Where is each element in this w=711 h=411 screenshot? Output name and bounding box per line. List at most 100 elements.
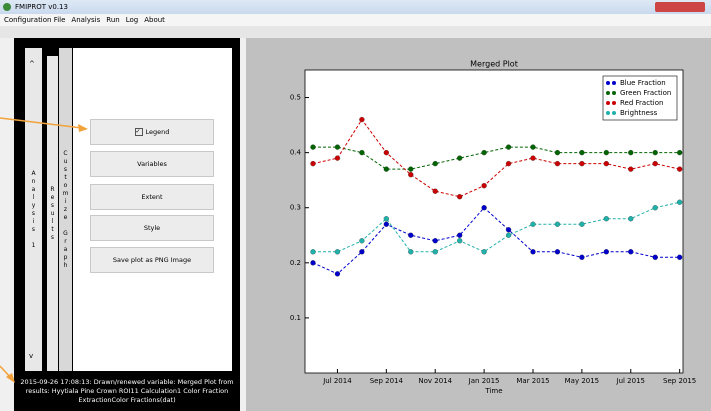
data-point bbox=[433, 161, 438, 166]
button-label: Legend bbox=[146, 128, 170, 136]
data-point bbox=[604, 150, 609, 155]
data-point bbox=[628, 167, 633, 172]
data-point bbox=[311, 161, 316, 166]
window-title: FMIPROT v0.13 bbox=[15, 3, 68, 11]
x-tick-label: Sep 2015 bbox=[663, 377, 696, 385]
screen: FMIPROT v0.13 Configuration File Analysis… bbox=[0, 0, 711, 411]
legend-label: Red Fraction bbox=[620, 99, 663, 107]
button[interactable]: ✓Legend bbox=[90, 119, 214, 145]
legend-marker bbox=[612, 91, 616, 95]
data-point bbox=[530, 156, 535, 161]
data-point bbox=[359, 117, 364, 122]
y-tick-label: 0.5 bbox=[290, 94, 301, 102]
data-point bbox=[604, 161, 609, 166]
data-point bbox=[604, 249, 609, 254]
data-point bbox=[384, 222, 389, 227]
data-point bbox=[628, 150, 633, 155]
button[interactable]: Extent bbox=[90, 184, 214, 210]
data-point bbox=[555, 161, 560, 166]
button-label: Style bbox=[144, 224, 160, 232]
data-point bbox=[628, 216, 633, 221]
data-point bbox=[653, 205, 658, 210]
legend-label: Green Fraction bbox=[620, 89, 671, 97]
data-point bbox=[653, 161, 658, 166]
y-tick-label: 0.4 bbox=[290, 149, 302, 157]
data-point bbox=[506, 227, 511, 232]
data-point bbox=[408, 167, 413, 172]
x-tick-label: Nov 2014 bbox=[418, 377, 452, 385]
legend-label: Blue Fraction bbox=[620, 79, 666, 87]
button[interactable]: Save plot as PNG Image bbox=[90, 247, 214, 273]
title-bar: FMIPROT v0.13 bbox=[0, 0, 711, 14]
legend-marker bbox=[606, 81, 610, 85]
data-point bbox=[408, 233, 413, 238]
data-point bbox=[506, 145, 511, 150]
data-point bbox=[579, 255, 584, 260]
x-tick-label: Jul 2015 bbox=[616, 377, 646, 385]
data-point bbox=[604, 216, 609, 221]
button-label: Save plot as PNG Image bbox=[113, 256, 191, 264]
x-tick-label: Mar 2015 bbox=[516, 377, 549, 385]
data-point bbox=[482, 183, 487, 188]
data-point bbox=[482, 205, 487, 210]
window-controls[interactable] bbox=[655, 2, 705, 12]
data-point bbox=[530, 222, 535, 227]
tab[interactable]: Results bbox=[47, 56, 58, 371]
data-point bbox=[677, 167, 682, 172]
menu-item[interactable]: Log bbox=[126, 14, 139, 26]
menu-bar: Configuration File Analysis Run Log About bbox=[0, 14, 711, 26]
data-point bbox=[677, 200, 682, 205]
checkbox[interactable]: ✓ bbox=[135, 128, 143, 136]
button[interactable]: Style bbox=[90, 215, 214, 241]
data-point bbox=[384, 216, 389, 221]
menu-item[interactable]: Run bbox=[106, 14, 119, 26]
data-point bbox=[408, 172, 413, 177]
legend-marker bbox=[612, 111, 616, 115]
menu-item[interactable]: Analysis bbox=[71, 14, 100, 26]
tab[interactable]: Analysis 1 bbox=[25, 48, 42, 371]
data-point bbox=[677, 255, 682, 260]
x-tick-label: Sep 2014 bbox=[370, 377, 404, 385]
data-point bbox=[579, 150, 584, 155]
app-icon bbox=[3, 3, 11, 11]
data-point bbox=[384, 150, 389, 155]
data-point bbox=[482, 249, 487, 254]
scroll-down[interactable]: v bbox=[29, 352, 33, 360]
data-point bbox=[653, 255, 658, 260]
data-point bbox=[335, 145, 340, 150]
button-label: Variables bbox=[137, 160, 167, 168]
data-point bbox=[433, 238, 438, 243]
legend-marker bbox=[612, 81, 616, 85]
data-point bbox=[530, 145, 535, 150]
tab-label: Results bbox=[49, 186, 56, 242]
data-point bbox=[579, 161, 584, 166]
data-point bbox=[579, 222, 584, 227]
data-point bbox=[506, 233, 511, 238]
data-point bbox=[555, 222, 560, 227]
tab-label: Analysis 1 bbox=[30, 170, 37, 250]
menu-item[interactable]: About bbox=[144, 14, 165, 26]
legend-label: Brightness bbox=[620, 109, 658, 117]
legend-marker bbox=[606, 111, 610, 115]
data-point bbox=[482, 150, 487, 155]
data-point bbox=[433, 189, 438, 194]
menu-item[interactable]: Configuration File bbox=[4, 14, 65, 26]
y-tick-label: 0.3 bbox=[290, 204, 301, 212]
data-point bbox=[457, 238, 462, 243]
button[interactable]: Variables bbox=[90, 151, 214, 177]
data-point bbox=[359, 150, 364, 155]
data-point bbox=[457, 156, 462, 161]
data-point bbox=[359, 249, 364, 254]
button-label: Extent bbox=[141, 193, 162, 201]
data-point bbox=[335, 271, 340, 276]
data-point bbox=[653, 150, 658, 155]
y-tick-label: 0.2 bbox=[290, 259, 301, 267]
data-point bbox=[433, 249, 438, 254]
data-point bbox=[506, 161, 511, 166]
data-point bbox=[457, 194, 462, 199]
x-tick-label: May 2015 bbox=[565, 377, 600, 385]
data-point bbox=[359, 238, 364, 243]
scroll-up[interactable]: ^ bbox=[29, 60, 35, 68]
tab[interactable]: Customize Graph bbox=[59, 48, 72, 371]
